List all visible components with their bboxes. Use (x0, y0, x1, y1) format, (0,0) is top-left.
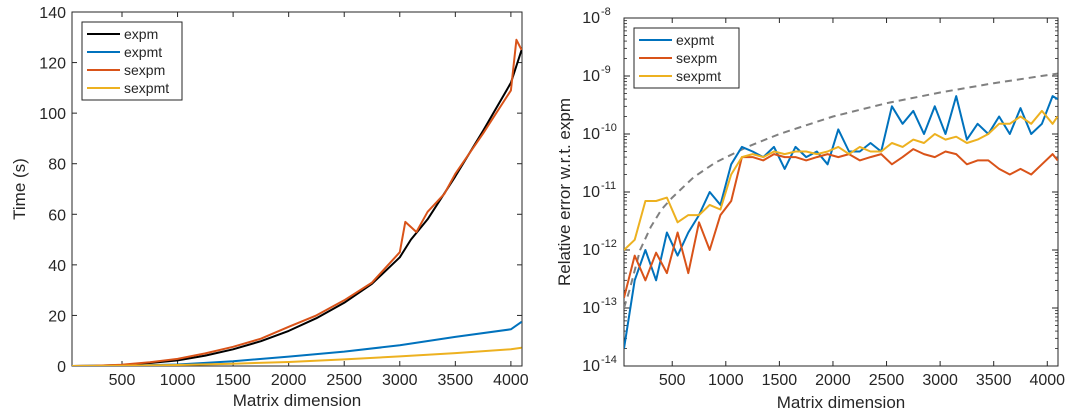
x-tick-label: 3500 (438, 372, 474, 389)
x-tick-label: 2500 (326, 372, 362, 389)
y-tick-label-exponent: -12 (601, 238, 617, 250)
y-tick-label-base: 10 (582, 358, 600, 375)
series-line-sexpm (624, 148, 1058, 299)
y-tick-label-exponent: -10 (601, 122, 617, 134)
x-tick-label: 1000 (160, 372, 196, 389)
x-tick-label: 1500 (762, 372, 798, 389)
x-axis-label: Matrix dimension (777, 393, 906, 412)
x-tick-label: 4000 (1029, 372, 1065, 389)
y-tick-label-base: 10 (582, 126, 600, 143)
x-tick-label: 3500 (976, 372, 1012, 389)
plot-area (624, 72, 1058, 349)
y-tick-label-base: 10 (582, 68, 600, 85)
y-tick-label: 60 (48, 207, 66, 224)
x-tick-label: 3000 (382, 372, 418, 389)
y-tick-label: 100 (39, 106, 66, 123)
y-axis-label: Relative error w.r.t. expm (555, 98, 574, 286)
axes-box (71, 11, 523, 367)
series-line-sexpm (72, 38, 522, 366)
legend-label: sexpm (676, 50, 717, 66)
x-tick-label: 3000 (922, 372, 958, 389)
x-tick-label: 500 (109, 372, 136, 389)
series-line-sexpmt (72, 346, 522, 366)
y-tick-label-base: 10 (582, 300, 600, 317)
x-tick-label: 4000 (493, 372, 529, 389)
series-line-expmt (624, 95, 1058, 349)
x-axis-label: Matrix dimension (233, 391, 362, 410)
x-tick-label: 2000 (271, 372, 307, 389)
x-tick-label: 1000 (708, 372, 744, 389)
y-tick-label: 0 (57, 359, 66, 376)
series-line-expmt (72, 320, 522, 366)
legend-label: expmt (124, 44, 162, 60)
x-tick-label: 2000 (815, 372, 851, 389)
legend-label: sexpmt (124, 80, 169, 96)
y-tick-label: 20 (48, 308, 66, 325)
y-tick-label-exponent: -13 (601, 296, 617, 308)
y-tick-label-base: 10 (582, 184, 600, 201)
x-tick-label: 2500 (869, 372, 905, 389)
y-tick-label-exponent: -14 (601, 354, 617, 366)
y-tick-label: 140 (39, 5, 66, 22)
y-tick-label-base: 10 (582, 242, 600, 259)
chart-time: 500 1000 1500 2000 2500 3000 3500 4000 0 20 40 60 80… (10, 5, 529, 410)
y-tick-label-exponent: -8 (601, 6, 611, 18)
series-line-sexpmt (624, 109, 1058, 251)
y-tick-label-exponent: -9 (601, 64, 611, 76)
plot-area (72, 38, 522, 366)
y-tick-label: 80 (48, 157, 66, 174)
legend-label: sexpm (124, 62, 165, 78)
legend-label: expm (124, 26, 158, 42)
y-tick-label: 120 (39, 56, 66, 73)
legend-label: expmt (676, 32, 714, 48)
y-tick-label-exponent: -11 (601, 180, 616, 192)
x-tick-label: 500 (659, 372, 686, 389)
y-axis-label: Time (s) (10, 158, 29, 220)
y-tick-label-base: 10 (582, 10, 600, 27)
x-tick-label: 1500 (215, 372, 251, 389)
legend-label: sexpmt (676, 68, 721, 84)
y-tick-label: 40 (48, 258, 66, 275)
